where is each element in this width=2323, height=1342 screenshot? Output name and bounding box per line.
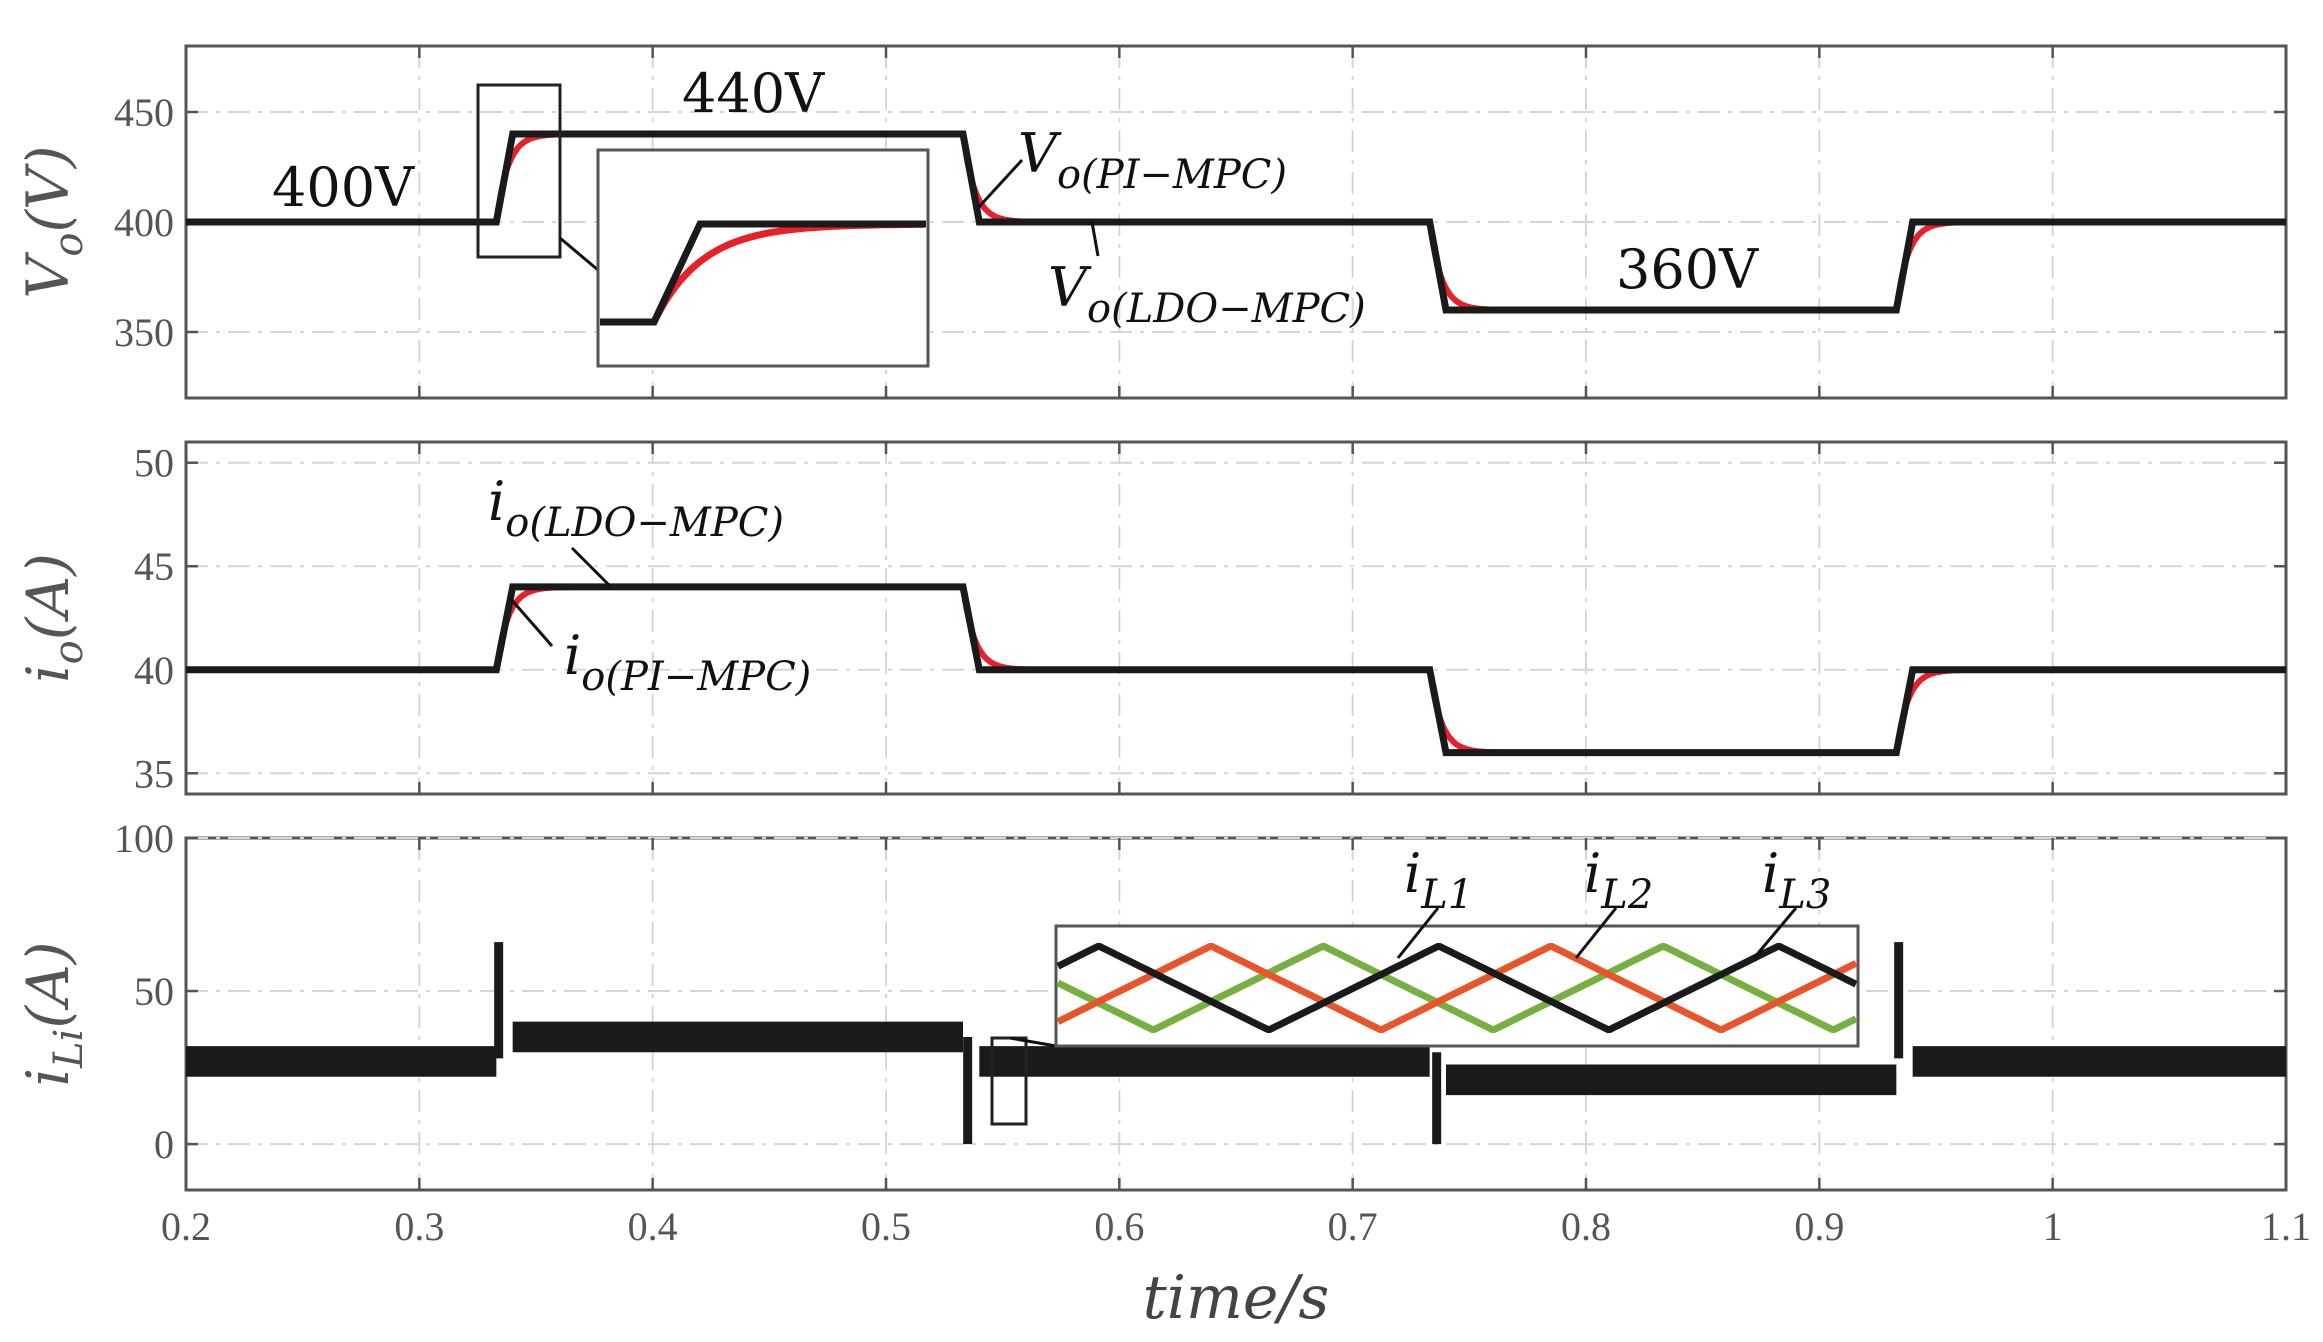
y-tick-label-bot: 100 <box>114 816 174 861</box>
x-tick-label: 0.6 <box>1094 1204 1144 1249</box>
inset-iL2-trace <box>1056 943 1858 1033</box>
panel-middle-frame <box>184 440 2288 796</box>
inset-phase-current-traces <box>1056 942 1858 1034</box>
bottom-panel-data <box>186 942 2286 1145</box>
x-tick-label: 0.8 <box>1561 1204 1611 1249</box>
x-tick-label: 1 <box>2043 1204 2063 1249</box>
top-panel-data <box>186 130 2286 314</box>
leader-io-pi <box>508 597 554 647</box>
phase-current-band-2 <box>979 1046 1430 1077</box>
x-tick-label: 1.1 <box>2261 1204 2311 1249</box>
y-tick-label-top: 450 <box>114 90 174 135</box>
zoom-connector-voltage <box>559 236 599 272</box>
y-tick-label-bot: 50 <box>134 969 174 1014</box>
y-tick-label-top: 350 <box>114 310 174 355</box>
y-label-voltage: Vo(V) <box>14 145 92 298</box>
leader-io-ldo <box>570 546 612 588</box>
zoom-connector-current <box>1009 1036 1057 1048</box>
label-vo-pi-mpc: Vo(PI−MPC) <box>1018 122 1287 198</box>
label-il1: iL1 <box>1404 842 1473 918</box>
leader-vo-pi <box>976 158 1024 210</box>
zoom-box-voltage <box>476 83 562 259</box>
inset-voltage-traces <box>600 220 926 326</box>
inset-iL3-trace <box>1056 942 1858 1034</box>
y-tick-label-mid: 35 <box>134 751 174 796</box>
phase-current-band-3 <box>1446 1064 1897 1096</box>
x-tick-label: 0.5 <box>861 1204 911 1249</box>
annotation-440v: 440V <box>682 62 825 125</box>
phase-current-band-4 <box>1912 1046 2286 1077</box>
phase-current-band-0 <box>186 1046 497 1077</box>
x-tick-label: 0.2 <box>161 1204 211 1249</box>
series-io(LDO-MPC) <box>186 583 2286 757</box>
leader-vo-ldo <box>1090 221 1100 257</box>
y-tick-label-mid: 45 <box>134 544 174 589</box>
label-vo-ldo-mpc: Vo(LDO−MPC) <box>1048 256 1366 332</box>
annotation-360v: 360V <box>1616 238 1759 301</box>
inset-voltage-frame <box>596 148 930 368</box>
y-tick-label-top: 400 <box>114 200 174 245</box>
x-tick-label: 0.9 <box>1794 1204 1844 1249</box>
y-tick-label-mid: 40 <box>134 648 174 693</box>
y-tick-label-mid: 50 <box>134 441 174 486</box>
axis-ticks: 350 400 450 35 40 45 50 0 50 100 0.2 0.3 0.4 0.5 0.6 0.… <box>114 46 2311 1249</box>
y-label-output-current: io(A) <box>14 553 92 683</box>
label-io-pi-mpc: io(PI−MPC) <box>564 624 811 700</box>
x-tick-label: 0.3 <box>394 1204 444 1249</box>
series-Vo(LDO-MPC) <box>186 130 2286 314</box>
x-axis-label: time/s <box>1143 1263 1330 1333</box>
inset-vo-ldo-trace <box>600 220 926 326</box>
zoom-box-current <box>990 1036 1028 1126</box>
phase-current-band-1 <box>512 1021 963 1053</box>
leader-il1 <box>1396 907 1440 959</box>
y-label-phase-current: iLi(A) <box>14 941 92 1086</box>
leader-il3 <box>1752 907 1798 959</box>
y-tick-label-bot: 0 <box>154 1122 174 1167</box>
x-tick-label: 0.4 <box>628 1204 678 1249</box>
label-il2: iL2 <box>1584 842 1653 918</box>
annotation-400v: 400V <box>272 156 415 219</box>
label-io-ldo-mpc: io(LDO−MPC) <box>488 470 784 546</box>
middle-panel-data <box>186 583 2286 757</box>
label-il3: iL3 <box>1762 842 1831 918</box>
x-tick-label: 0.7 <box>1328 1204 1378 1249</box>
leader-il2 <box>1574 907 1618 959</box>
